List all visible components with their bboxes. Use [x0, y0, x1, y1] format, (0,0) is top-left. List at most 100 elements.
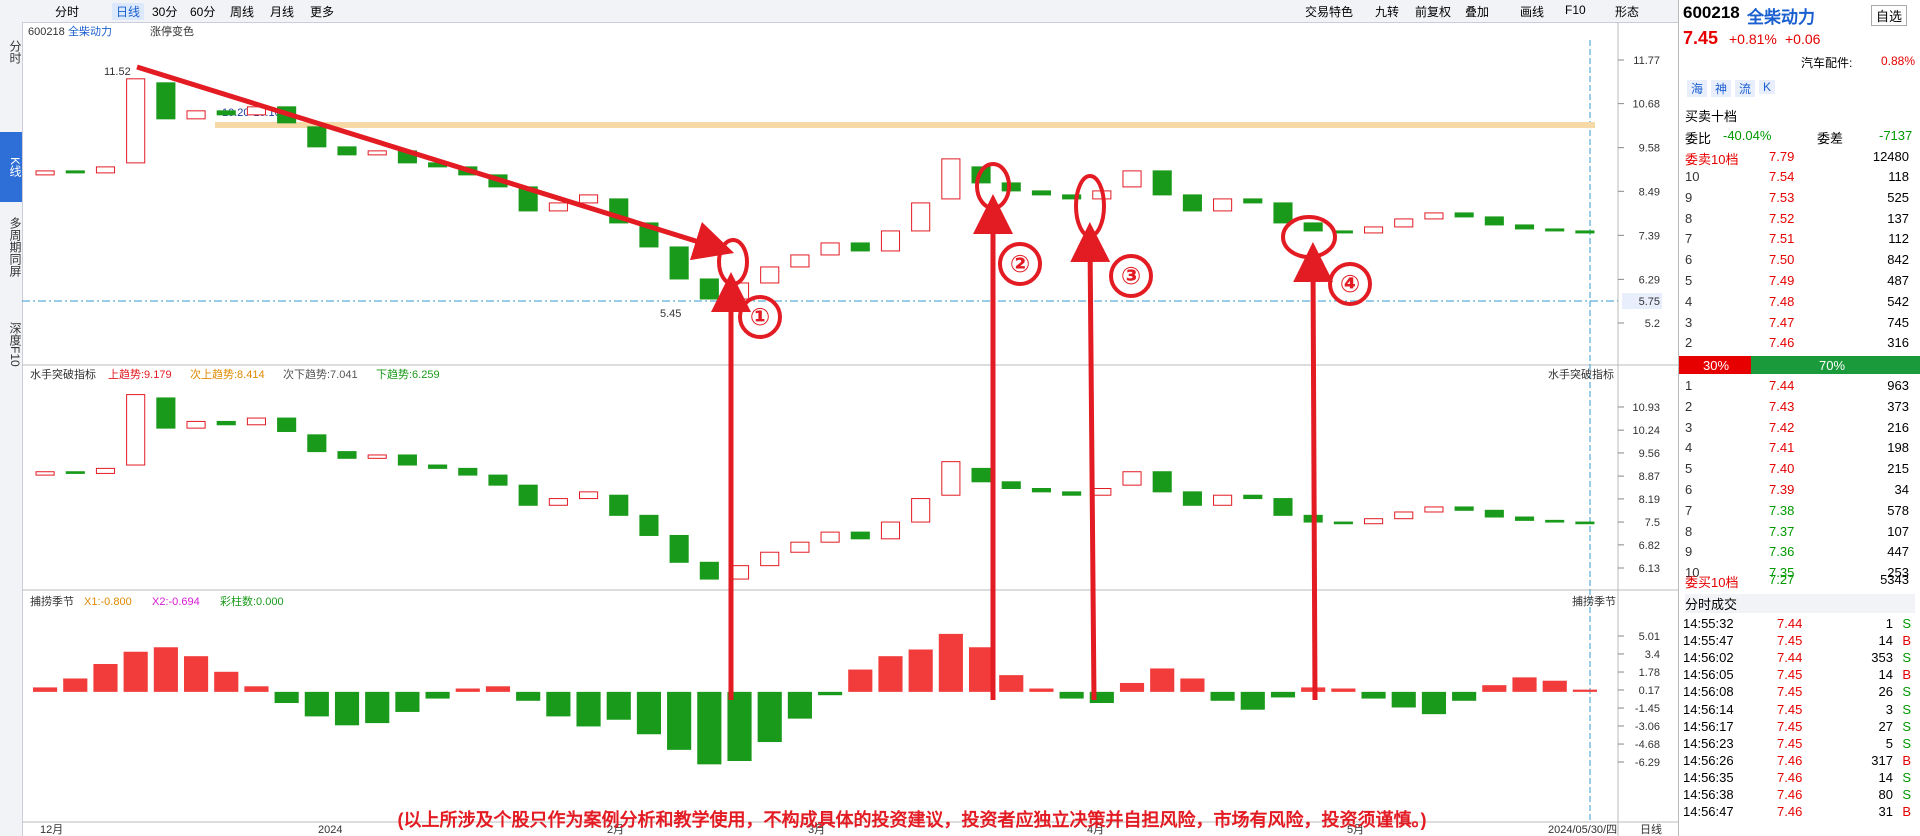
- toolbar-tab[interactable]: 更多: [310, 5, 335, 19]
- ask10-price: 7.79: [1769, 149, 1795, 164]
- toolbar-tool[interactable]: 交易特色: [1305, 5, 1354, 19]
- trade-side: S: [1902, 769, 1911, 785]
- histogram-bar: [1301, 687, 1326, 692]
- bid-row-label: 10: [1685, 565, 1700, 581]
- histogram-bar: [968, 647, 994, 692]
- candle: [790, 254, 810, 268]
- toolbar-tool[interactable]: 九转: [1375, 5, 1400, 19]
- watch-button[interactable]: 自选: [1871, 5, 1908, 26]
- sidebar-tab[interactable]: 分时: [8, 40, 22, 64]
- ask-row-label: 7: [1685, 231, 1693, 247]
- y-tick-label: 11.77: [1633, 55, 1660, 67]
- histogram-bar: [33, 687, 58, 692]
- histogram-bar: [1452, 691, 1477, 701]
- ask-row-label: 4: [1685, 293, 1693, 309]
- toolbar-tool[interactable]: 前复权: [1415, 5, 1452, 19]
- histogram-bar: [1119, 682, 1145, 692]
- candle: [790, 541, 810, 553]
- histogram-bar: [1240, 691, 1265, 710]
- candle: [35, 471, 55, 476]
- y-tick-label: -1.45: [1635, 703, 1660, 715]
- y-tick-label: 9.58: [1639, 143, 1660, 155]
- ask-row-volume: 118: [1888, 169, 1909, 184]
- histogram-bar: [1391, 691, 1416, 708]
- toolbar-tool[interactable]: 画线: [1520, 5, 1545, 19]
- legend-item: X1:-0.800: [84, 596, 132, 608]
- trade-time: 14:56:38: [1683, 787, 1734, 802]
- toolbar-tab[interactable]: 周线: [230, 5, 255, 19]
- candle: [337, 451, 357, 459]
- candle: [488, 174, 508, 188]
- toolbar-tool[interactable]: 形态: [1615, 5, 1640, 19]
- toolbar-tab[interactable]: 分时: [55, 5, 80, 19]
- trade-time: 14:56:14: [1683, 701, 1734, 717]
- sidebar-tab[interactable]: 多周期同屏: [8, 217, 22, 277]
- histogram-bar: [818, 691, 843, 696]
- trade-side: S: [1902, 616, 1911, 631]
- candle: [367, 454, 387, 459]
- bid-row-label: 5: [1685, 461, 1693, 477]
- histogram-bar: [848, 669, 873, 692]
- toolbar-tab[interactable]: 30分: [152, 5, 178, 19]
- toolbar-tab[interactable]: 60分: [190, 5, 216, 19]
- histogram-bar: [244, 686, 269, 692]
- toolbar-tool[interactable]: F10: [1565, 3, 1586, 17]
- bid-row-label: 6: [1685, 482, 1693, 497]
- bid-row-price: 7.44: [1769, 378, 1795, 393]
- bid-row-volume: 215: [1887, 461, 1909, 477]
- candle: [850, 242, 870, 252]
- quote-tab[interactable]: 海: [1687, 80, 1708, 97]
- histogram-bar: [485, 686, 511, 692]
- candle: [579, 491, 599, 500]
- candle: [126, 394, 146, 466]
- ask-row-label: 5: [1685, 273, 1693, 288]
- y-tick-label: 10.93: [1632, 402, 1660, 414]
- ask-row-price: 7.47: [1769, 314, 1795, 330]
- diff-label: 委差: [1817, 131, 1844, 146]
- toolbar-tab[interactable]: 日线: [112, 3, 145, 20]
- candle: [548, 498, 568, 506]
- histogram-bar: [395, 691, 420, 712]
- candle: [820, 531, 840, 543]
- candle: [186, 110, 206, 120]
- toolbar-tab[interactable]: 月线: [270, 5, 295, 19]
- histogram-bar: [878, 656, 903, 692]
- trades-title: 分时成交: [1685, 594, 1915, 613]
- quote-tab[interactable]: 流: [1735, 80, 1756, 97]
- histogram-bar: [334, 691, 360, 726]
- histogram-bar: [606, 691, 631, 720]
- candle: [95, 467, 116, 474]
- candle: [186, 420, 206, 429]
- candle: [1424, 212, 1444, 220]
- y-tick-label: 5.01: [1639, 631, 1660, 643]
- sidebar-tab[interactable]: K线: [0, 132, 22, 202]
- legend-item: 次上趋势:8.414: [190, 367, 265, 381]
- candle: [1454, 212, 1474, 218]
- bid-row-volume: 34: [1894, 482, 1909, 497]
- ask-row-price: 7.52: [1769, 210, 1795, 226]
- histogram-bar: [938, 633, 963, 692]
- sidebar-tab[interactable]: 深度F10: [8, 322, 22, 367]
- toolbar-tool[interactable]: 叠加: [1465, 5, 1490, 19]
- candle: [820, 242, 840, 256]
- legend-item: 次下趋势:7.041: [283, 367, 358, 381]
- trade-price: 7.46: [1777, 769, 1803, 785]
- trade-volume: 353: [1871, 650, 1893, 666]
- quote-tab[interactable]: K: [1759, 80, 1776, 94]
- candle: [548, 202, 568, 212]
- trade-price: 7.45: [1777, 735, 1803, 751]
- ask-row-price: 7.46: [1769, 335, 1795, 351]
- candle: [941, 158, 961, 200]
- quote-tab[interactable]: 神: [1711, 80, 1732, 97]
- candle: [1273, 498, 1293, 516]
- bid-row-label: 2: [1685, 398, 1693, 414]
- candle: [1333, 521, 1353, 525]
- histogram-bar: [455, 688, 480, 692]
- candle: [1001, 182, 1021, 192]
- candle: [35, 170, 55, 176]
- ask-row-price: 7.51: [1769, 231, 1795, 247]
- trade-volume: 27: [1878, 718, 1893, 734]
- bid10-label: 委买10档: [1685, 575, 1739, 590]
- candle: [911, 202, 931, 232]
- candle: [307, 126, 327, 148]
